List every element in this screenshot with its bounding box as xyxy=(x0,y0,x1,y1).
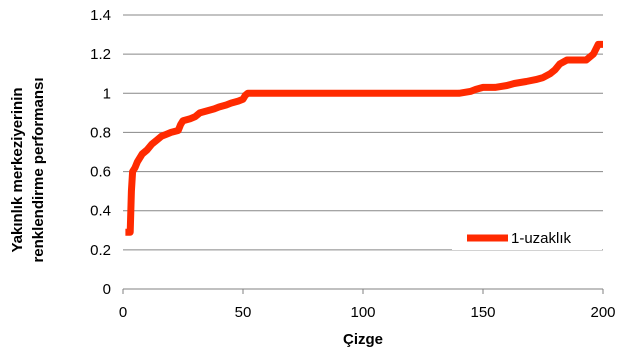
legend-label: 1-uzaklık xyxy=(511,230,572,247)
y-tick-label: 1.2 xyxy=(90,46,111,63)
x-tick-label: 100 xyxy=(350,304,375,321)
y-tick-label: 1.4 xyxy=(90,7,111,24)
y-axis-title-line-1: Yakınlık merkeziyerinin xyxy=(9,87,26,252)
x-axis-tick-marks xyxy=(122,289,604,294)
x-tick-label: 150 xyxy=(470,304,495,321)
x-axis-title: Çizge xyxy=(343,331,383,348)
x-tick-label: 0 xyxy=(119,304,127,321)
gridlines xyxy=(123,14,603,251)
y-axis-title-line-2: renklendirme performansı xyxy=(30,77,47,262)
y-axis-ticks: 0 0.2 0.4 0.6 0.8 1 1.2 1.4 xyxy=(90,7,111,298)
x-tick-label: 200 xyxy=(590,304,615,321)
series-line-1-uzaklik xyxy=(125,40,603,236)
y-tick-label: 1 xyxy=(103,85,111,102)
y-tick-label: 0 xyxy=(103,281,111,298)
y-tick-label: 0.4 xyxy=(90,203,111,220)
x-tick-label: 50 xyxy=(235,304,252,321)
x-axis-ticks: 0 50 100 150 200 xyxy=(119,304,616,321)
y-tick-label: 0.8 xyxy=(90,124,111,141)
y-tick-label: 0.2 xyxy=(90,242,111,259)
y-tick-label: 0.6 xyxy=(90,164,111,181)
